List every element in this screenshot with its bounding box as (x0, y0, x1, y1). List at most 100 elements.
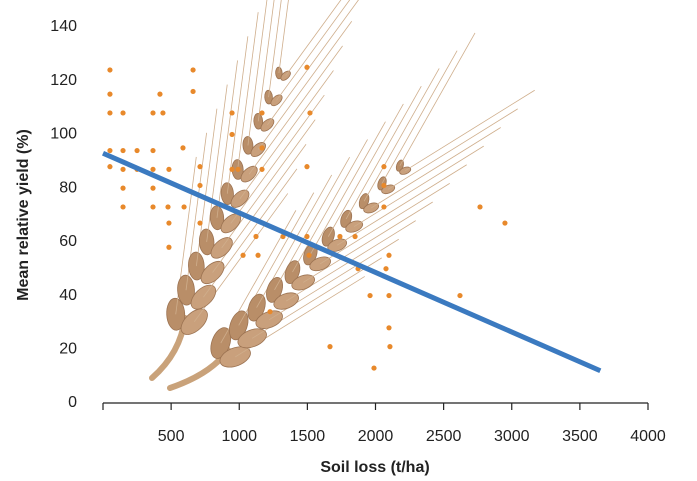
data-point (150, 110, 156, 116)
y-tick-label: 40 (59, 287, 77, 304)
data-point (387, 344, 393, 350)
data-point (197, 182, 203, 189)
data-point (120, 147, 126, 154)
wheat-awn (278, 0, 289, 74)
wheat-awn (239, 70, 334, 199)
data-point (327, 344, 333, 350)
data-point (240, 252, 246, 258)
data-point (190, 67, 196, 73)
wheat-awn (404, 89, 535, 172)
wheat-awn (345, 85, 422, 220)
wheat-awn (292, 139, 368, 273)
data-point (386, 325, 392, 331)
x-tick-label: 3500 (562, 428, 598, 445)
data-point (381, 164, 387, 170)
data-point (134, 147, 140, 154)
wheat-awn (353, 145, 484, 227)
wheat-awn (257, 0, 275, 122)
data-point (307, 110, 313, 116)
wheat-awn (257, 21, 353, 150)
data-point (259, 166, 265, 172)
wheat-awn (216, 60, 238, 218)
data-point (306, 252, 312, 258)
y-tick-label: 60 (59, 233, 77, 250)
data-point (150, 185, 156, 191)
wheat-grain (253, 113, 264, 130)
data-point (150, 204, 156, 210)
wheat-awn (276, 0, 351, 101)
x-tick-label: 1000 (221, 428, 257, 445)
data-point (107, 91, 113, 97)
data-point (229, 131, 235, 138)
wheat-awn (336, 164, 467, 246)
data-point (229, 166, 235, 172)
wheat-grain (240, 165, 258, 183)
data-point (166, 220, 172, 226)
trend-line (101, 150, 602, 374)
data-point (190, 88, 196, 95)
wheat-awn (247, 0, 268, 146)
x-tick-label: 2500 (426, 428, 462, 445)
wheat-awn (399, 32, 476, 166)
data-point (255, 252, 261, 258)
wheat-awn (370, 127, 501, 209)
wheat-awn (302, 201, 433, 283)
data-point (477, 204, 483, 210)
wheat-awn (381, 50, 458, 184)
data-point (235, 166, 241, 172)
data-point (502, 220, 508, 226)
wheat-illustration (149, 0, 535, 391)
data-point (165, 204, 171, 210)
x-tick-label: 500 (158, 428, 185, 445)
wheat-grain (260, 118, 275, 132)
wheat-awn (268, 0, 282, 98)
data-point (259, 110, 265, 116)
data-point (160, 110, 166, 116)
y-tick-label: 140 (50, 18, 77, 35)
data-point (386, 252, 392, 258)
data-point (304, 64, 310, 70)
wheat-awn (267, 0, 359, 126)
y-axis-title: Mean relative yield (%) (15, 129, 32, 301)
data-point (371, 365, 377, 371)
data-point (107, 164, 113, 170)
data-point (381, 182, 387, 189)
data-point (150, 166, 156, 172)
data-point (197, 220, 203, 226)
data-point (337, 233, 343, 240)
data-point (381, 204, 387, 210)
wheat-awn (285, 0, 342, 76)
wheat-awn (387, 108, 518, 190)
x-tick-label: 2000 (358, 428, 394, 445)
x-tick-label: 3000 (494, 428, 530, 445)
wheat-awn (310, 121, 386, 255)
data-point (120, 204, 126, 210)
data-point (197, 164, 203, 170)
data-point (304, 164, 310, 170)
data-point (259, 145, 265, 151)
data-point (304, 233, 310, 240)
data-point (367, 292, 373, 299)
data-point (229, 110, 235, 116)
x-axis-title: Soil loss (t/ha) (320, 459, 429, 476)
data-point (386, 292, 392, 299)
data-point (157, 91, 163, 97)
data-point (383, 266, 389, 272)
data-point (267, 309, 273, 315)
data-point (120, 185, 126, 191)
y-tick-label: 20 (59, 341, 77, 358)
data-point (107, 147, 113, 154)
data-point (253, 233, 259, 240)
y-tick-label: 0 (68, 394, 77, 411)
data-point (166, 166, 172, 172)
x-tick-label: 4000 (630, 428, 666, 445)
wheat-awn (237, 12, 259, 170)
wheat-awn (248, 45, 343, 175)
x-tick-label: 1500 (290, 428, 326, 445)
data-point (107, 110, 113, 116)
data-point (120, 110, 126, 116)
y-tick-label: 100 (50, 126, 77, 143)
data-point (181, 204, 187, 210)
wheat-awn (319, 183, 450, 265)
